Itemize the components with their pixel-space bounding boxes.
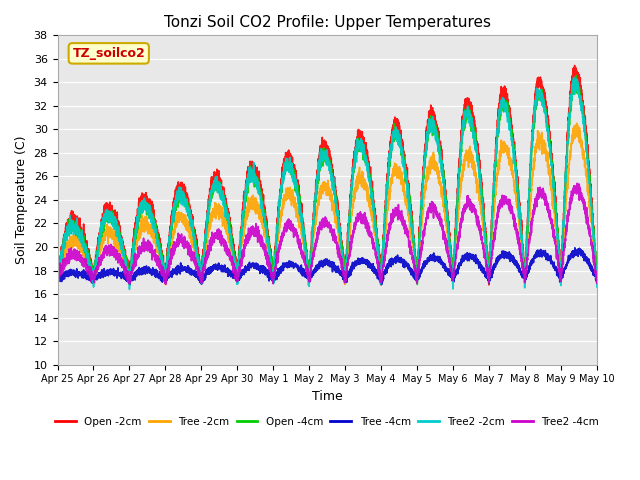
Text: TZ_soilco2: TZ_soilco2	[72, 47, 145, 60]
X-axis label: Time: Time	[312, 390, 342, 403]
Y-axis label: Soil Temperature (C): Soil Temperature (C)	[15, 136, 28, 264]
Title: Tonzi Soil CO2 Profile: Upper Temperatures: Tonzi Soil CO2 Profile: Upper Temperatur…	[164, 15, 491, 30]
Legend: Open -2cm, Tree -2cm, Open -4cm, Tree -4cm, Tree2 -2cm, Tree2 -4cm: Open -2cm, Tree -2cm, Open -4cm, Tree -4…	[51, 413, 604, 431]
